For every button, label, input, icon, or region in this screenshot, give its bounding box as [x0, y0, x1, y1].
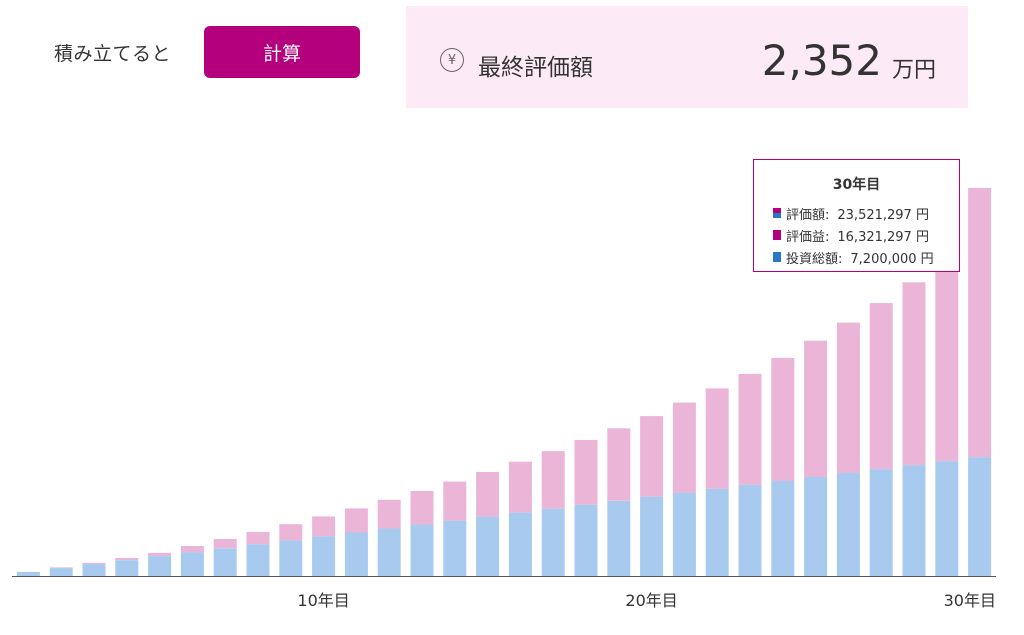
x-tick-label-20: 20年目	[625, 591, 677, 610]
bar-principal-year-22[interactable]	[705, 488, 729, 576]
bar-gain-year-16[interactable]	[508, 461, 532, 513]
tooltip-swatch-gain	[773, 230, 781, 240]
calculate-button[interactable]: 計算	[204, 26, 360, 78]
accumulate-label: 積み立てると	[54, 43, 172, 65]
bar-principal-year-16[interactable]	[508, 512, 532, 576]
bar-principal-year-17[interactable]	[541, 508, 565, 576]
bar-principal-year-7[interactable]	[213, 548, 237, 576]
bar-gain-year-30[interactable]	[968, 187, 992, 458]
bar-gain-year-9[interactable]	[279, 524, 303, 541]
bar-principal-year-29[interactable]	[935, 461, 959, 576]
bar-principal-year-11[interactable]	[344, 532, 368, 576]
tooltip-value-principal: 7,200,000 円	[850, 251, 934, 267]
bar-principal-year-21[interactable]	[672, 492, 696, 576]
bar-principal-year-12[interactable]	[377, 528, 401, 577]
bar-principal-year-20[interactable]	[640, 496, 664, 576]
bar-principal-year-24[interactable]	[771, 481, 795, 576]
bar-principal-year-25[interactable]	[804, 477, 828, 576]
final-value-unit: 万円	[891, 58, 936, 83]
bar-principal-year-2[interactable]	[49, 568, 73, 576]
bar-principal-year-14[interactable]	[443, 520, 467, 576]
tooltip-row-gain: 評価益: 16,321,297 円	[773, 226, 929, 245]
bar-gain-year-23[interactable]	[738, 373, 762, 485]
bar-principal-year-9[interactable]	[279, 540, 303, 576]
bar-principal-year-5[interactable]	[148, 556, 172, 576]
bar-gain-year-3[interactable]	[82, 562, 106, 565]
bar-gain-year-24[interactable]	[771, 357, 795, 481]
bar-gain-year-15[interactable]	[476, 471, 500, 517]
bar-principal-year-10[interactable]	[312, 536, 336, 576]
bar-gain-year-22[interactable]	[705, 388, 729, 489]
final-value-amount: 2,352	[761, 36, 882, 85]
bar-principal-year-4[interactable]	[115, 560, 139, 576]
final-value-label: 最終評価額	[478, 55, 593, 81]
bar-principal-year-27[interactable]	[869, 469, 893, 576]
bar-principal-year-3[interactable]	[82, 564, 106, 576]
bar-gain-year-13[interactable]	[410, 491, 434, 525]
tooltip-value-gain: 16,321,297 円	[837, 229, 929, 245]
tooltip-label-principal: 投資総額:	[786, 251, 843, 267]
x-tick-label-30: 30年目	[944, 591, 996, 610]
bar-gain-year-28[interactable]	[902, 282, 926, 466]
tooltip-label-total: 評価額:	[786, 207, 830, 223]
bar-gain-year-14[interactable]	[443, 481, 467, 521]
bar-gain-year-21[interactable]	[672, 402, 696, 493]
bar-gain-year-5[interactable]	[148, 552, 172, 557]
tooltip-value-total: 23,521,297 円	[837, 207, 929, 223]
bar-principal-year-6[interactable]	[180, 552, 204, 576]
bar-gain-year-2[interactable]	[49, 567, 73, 569]
bar-gain-year-8[interactable]	[246, 531, 270, 545]
bar-principal-year-30[interactable]	[968, 457, 992, 576]
bar-gain-year-26[interactable]	[836, 322, 860, 474]
bar-gain-year-11[interactable]	[344, 508, 368, 533]
final-value-panel: ¥ 最終評価額 2,352 万円	[406, 6, 968, 108]
bar-gain-year-4[interactable]	[115, 558, 139, 561]
tooltip-row-principal: 投資総額: 7,200,000 円	[773, 248, 934, 267]
bar-gain-year-20[interactable]	[640, 416, 664, 497]
bar-principal-year-13[interactable]	[410, 524, 434, 577]
yen-icon: ¥	[440, 48, 464, 72]
bar-gain-year-18[interactable]	[574, 439, 598, 505]
bar-gain-year-25[interactable]	[804, 340, 828, 477]
tooltip-swatch-principal	[773, 252, 781, 262]
bar-principal-year-1[interactable]	[16, 572, 40, 576]
bar-principal-year-28[interactable]	[902, 465, 926, 576]
tooltip-row-total: 評価額: 23,521,297 円	[773, 204, 929, 223]
bar-principal-year-18[interactable]	[574, 504, 598, 576]
bar-gain-year-27[interactable]	[869, 303, 893, 470]
tooltip-label-gain: 評価益:	[786, 229, 830, 245]
bar-gain-year-19[interactable]	[607, 428, 631, 501]
bar-principal-year-19[interactable]	[607, 500, 631, 576]
bar-gain-year-29[interactable]	[935, 259, 959, 462]
bar-principal-year-15[interactable]	[476, 516, 500, 576]
bar-principal-year-26[interactable]	[836, 473, 860, 576]
tooltip-title: 30年目	[832, 177, 881, 193]
bar-principal-year-8[interactable]	[246, 544, 270, 576]
bar-gain-year-10[interactable]	[312, 516, 336, 537]
x-tick-label-10: 10年目	[297, 591, 349, 610]
bar-gain-year-6[interactable]	[180, 546, 204, 553]
chart-tooltip: 30年目 評価額: 23,521,297 円 評価益: 16,321,297 円…	[753, 159, 960, 272]
bar-gain-year-17[interactable]	[541, 451, 565, 509]
bar-principal-year-23[interactable]	[738, 484, 762, 576]
bar-gain-year-7[interactable]	[213, 539, 237, 549]
tooltip-swatch-total	[773, 208, 781, 218]
bar-gain-year-12[interactable]	[377, 499, 401, 529]
